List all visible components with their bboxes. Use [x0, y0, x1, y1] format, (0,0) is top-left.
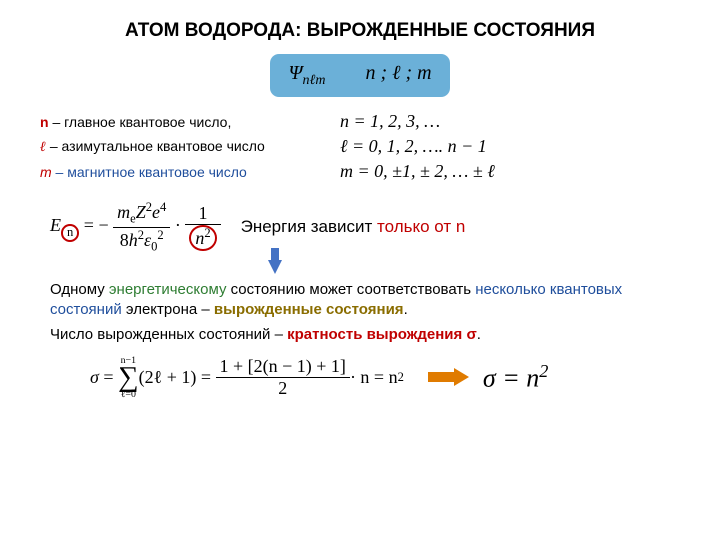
frac2-den: n2: [185, 225, 220, 251]
def-l-label: ℓ – азимутальное квантовое число: [40, 138, 340, 156]
result-sq: 2: [539, 361, 548, 381]
n-symbol: n: [40, 114, 49, 130]
p2-t1: Число вырожденных состояний –: [50, 326, 287, 343]
energy-numerator: meZ2e4: [113, 200, 170, 228]
sigma-result: σ = n2: [483, 361, 548, 394]
p2-t3: .: [477, 326, 481, 343]
den-8: 8: [120, 230, 129, 250]
energy-text-pre: Энергия зависит: [241, 217, 377, 236]
p1-energy-word: энергетическому: [109, 281, 227, 298]
sigma-mid-tail: · n = n: [350, 367, 398, 388]
wave-function-box: Ψnℓm n ; ℓ ; m: [270, 54, 449, 97]
sigma-mid-den: 2: [216, 378, 350, 399]
def-m-label: m – магнитное квантовое число: [40, 164, 340, 180]
psi-symbol: Ψ: [288, 62, 302, 84]
num-e: e: [152, 202, 160, 222]
sigma-sum-icon: ∑: [118, 366, 139, 389]
E-symbol: E: [50, 215, 61, 235]
result-lhs: σ = n: [483, 364, 539, 393]
n-formula: n = 1, 2, 3, …: [340, 111, 440, 132]
sigma-mid-num: 1 + [2(n − 1) + 1]: [216, 356, 350, 378]
den-h: h: [129, 230, 138, 250]
sum-term: (2ℓ + 1): [139, 367, 197, 388]
arrow-down-wrap: [260, 260, 290, 274]
m-symbol: m: [40, 164, 52, 180]
E-subscript-n-circled: n: [61, 224, 79, 242]
summation-symbol: n−1 ∑ ℓ=0: [118, 355, 139, 400]
sigma-derivation-row: σ = n−1 ∑ ℓ=0 (2ℓ + 1) = 1 + [2(n − 1) +…: [90, 355, 690, 400]
n-squared-circled: n2: [189, 225, 216, 251]
den-eps-sq: 2: [157, 228, 163, 242]
energy-formula: En = − meZ2e4 8h2ε02 · 1 n2: [50, 200, 221, 254]
energy-text-only: только от n: [377, 217, 465, 236]
num-Z: Z: [136, 202, 146, 222]
l-text: – азимутальное квантовое число: [46, 138, 265, 154]
wave-function-box-wrap: Ψnℓm n ; ℓ ; m: [30, 54, 690, 97]
energy-depends-text: Энергия зависит только от n: [241, 217, 466, 237]
degenerate-states-paragraph: Одному энергетическому состоянию может с…: [50, 280, 670, 319]
page-title: АТОМ ВОДОРОДА: ВЫРОЖДЕННЫЕ СОСТОЯНИЯ: [30, 20, 690, 42]
frac2-n: n: [195, 228, 204, 248]
frac2-sq: 2: [204, 226, 210, 240]
sigma-mid-sq: 2: [398, 370, 404, 385]
p1-t7: .: [404, 301, 408, 318]
num-m: m: [117, 202, 130, 222]
arrow-right-icon: [428, 372, 468, 382]
energy-formula-row: En = − meZ2e4 8h2ε02 · 1 n2 Энергия зави…: [50, 200, 690, 254]
def-l-row: ℓ – азимутальное квантовое число ℓ = 0, …: [40, 136, 690, 157]
energy-n-fraction: 1 n2: [185, 203, 220, 251]
def-m-row: m – магнитное квантовое число m = 0, ±1,…: [40, 161, 690, 182]
energy-denominator: 8h2ε02: [113, 228, 170, 255]
energy-main-fraction: meZ2e4 8h2ε02: [113, 200, 170, 254]
num-e4: 4: [160, 200, 166, 214]
sum-lower: ℓ=0: [118, 389, 139, 400]
frac2-num: 1: [185, 203, 220, 225]
degeneracy-count-paragraph: Число вырожденных состояний – кратность …: [50, 325, 670, 345]
sigma-mid-fraction: 1 + [2(n − 1) + 1] 2: [216, 356, 350, 399]
p1-degenerate-term: вырожденные состояния: [214, 301, 404, 318]
p1-t3: состоянию может соответствовать: [226, 281, 475, 298]
def-n-row: n – главное квантовое число, n = 1, 2, 3…: [40, 111, 690, 132]
p2-sigma-term: кратность вырождения σ: [287, 326, 477, 343]
psi-variables: n ; ℓ ; m: [365, 62, 431, 84]
quantum-number-definitions: n – главное квантовое число, n = 1, 2, 3…: [40, 111, 690, 182]
def-n-label: n – главное квантовое число,: [40, 114, 340, 130]
m-text: – магнитное квантовое число: [52, 164, 247, 180]
l-formula: ℓ = 0, 1, 2, …. n − 1: [340, 136, 487, 157]
arrow-down-icon: [268, 260, 282, 274]
n-text: – главное квантовое число,: [49, 114, 232, 130]
psi-subscript: nℓm: [303, 73, 326, 88]
p1-t5: электрона –: [122, 301, 214, 318]
m-formula: m = 0, ±1, ± 2, … ± ℓ: [340, 161, 495, 182]
sigma-lhs: σ: [90, 367, 99, 388]
p1-t1: Одному: [50, 281, 109, 298]
